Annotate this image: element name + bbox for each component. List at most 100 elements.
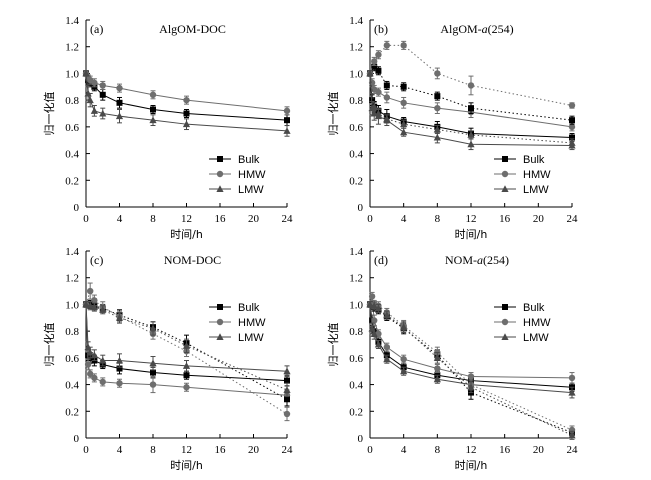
y-tick-label: 1.0 xyxy=(349,68,363,80)
data-point xyxy=(400,355,407,363)
y-tick-label: 1.2 xyxy=(349,42,363,54)
series-line xyxy=(85,289,288,415)
series-triangle-dotted xyxy=(82,300,291,398)
data-point xyxy=(99,378,106,386)
series-triangle-dotted xyxy=(366,69,576,148)
data-point xyxy=(99,305,107,313)
y-axis-title: 归一化值 xyxy=(326,323,340,367)
data-point xyxy=(99,91,106,98)
data-point xyxy=(183,96,190,104)
series-circle-dotted xyxy=(366,40,576,109)
legend-label: Bulk xyxy=(238,154,260,166)
chart-panel: 0 0.2 0.4 0.6 0.8 1.0 1.2 1.4 0 4 8 12 16 20 24 时间/h 归一化… xyxy=(326,246,578,472)
y-tick-label: 0.8 xyxy=(349,326,363,338)
x-tick-label: 0 xyxy=(83,444,89,456)
data-point xyxy=(86,301,94,309)
panel-label: (a) xyxy=(90,22,103,36)
data-point xyxy=(434,365,441,372)
y-tick-label: 0.8 xyxy=(349,95,363,107)
data-point xyxy=(400,42,407,49)
data-point xyxy=(433,354,441,361)
x-tick-label: 24 xyxy=(282,213,294,225)
data-point xyxy=(90,107,98,114)
series-triangle-dotted xyxy=(366,300,576,440)
data-point xyxy=(383,115,391,122)
data-point xyxy=(149,359,157,367)
x-tick-label: 4 xyxy=(117,444,123,456)
panel-title: AlgOM-a(254) xyxy=(440,22,513,36)
legend-label: HMW xyxy=(523,317,551,329)
chart-panel: 0 0.2 0.4 0.6 0.8 1.0 1.2 1.4 0 4 8 12 16 20 24 时间/h 归一化… xyxy=(42,15,293,241)
data-point xyxy=(374,304,383,312)
legend-label: Bulk xyxy=(238,302,260,314)
legend-label: Bulk xyxy=(523,154,545,166)
data-point xyxy=(383,94,391,101)
legend-label: HMW xyxy=(523,169,551,181)
data-point xyxy=(569,134,575,141)
y-tick-label: 0.8 xyxy=(65,95,79,107)
legend-label: HMW xyxy=(238,317,266,329)
data-point xyxy=(370,330,378,337)
data-point xyxy=(400,120,408,128)
data-point xyxy=(91,297,98,304)
data-point xyxy=(183,372,190,379)
data-point xyxy=(383,355,391,363)
data-point xyxy=(284,377,290,384)
data-point xyxy=(99,82,106,89)
y-tick-label: 0.6 xyxy=(349,353,363,365)
x-tick-label: 16 xyxy=(499,444,511,456)
data-point xyxy=(568,374,576,382)
data-point xyxy=(183,110,190,117)
data-point xyxy=(182,120,191,128)
data-point xyxy=(283,410,291,418)
data-point xyxy=(568,431,576,439)
legend-marker xyxy=(501,318,509,326)
data-point xyxy=(116,84,123,92)
legend-marker xyxy=(501,333,509,340)
data-point xyxy=(99,109,107,117)
y-tick-label: 0.4 xyxy=(349,149,363,161)
data-point xyxy=(467,82,475,89)
data-point xyxy=(366,300,374,308)
x-tick-label: 0 xyxy=(367,444,373,456)
x-axis-title: 时间/h xyxy=(455,228,488,241)
data-point xyxy=(84,361,92,368)
data-point xyxy=(99,356,107,364)
data-point xyxy=(283,127,291,134)
legend-label: HMW xyxy=(238,169,266,181)
panel-title-part: AlgOM-DOC xyxy=(159,22,226,36)
y-tick-label: 0.2 xyxy=(349,406,363,418)
data-point xyxy=(86,287,94,295)
x-tick-label: 20 xyxy=(248,444,260,456)
y-tick-label: 0 xyxy=(358,433,364,445)
legend-marker xyxy=(502,156,508,162)
panel-title: AlgOM-DOC xyxy=(159,22,226,36)
legend-label: LMW xyxy=(238,332,264,344)
y-tick-label: 1.0 xyxy=(65,68,79,80)
panel-title: NOM-a(254) xyxy=(445,253,509,267)
data-point xyxy=(400,99,407,107)
data-point xyxy=(375,51,382,58)
data-point xyxy=(90,303,98,311)
data-point xyxy=(568,123,576,131)
y-tick-label: 0.4 xyxy=(349,380,363,392)
data-point xyxy=(434,104,441,112)
x-tick-label: 12 xyxy=(466,444,477,456)
data-point xyxy=(375,88,382,96)
legend-marker xyxy=(216,318,224,326)
panel-title-part: (254) xyxy=(483,253,509,267)
data-point xyxy=(434,93,441,100)
data-point xyxy=(371,317,378,324)
data-point xyxy=(90,351,98,359)
data-point xyxy=(283,386,291,393)
y-tick-label: 0.2 xyxy=(65,175,79,187)
x-tick-label: 0 xyxy=(367,213,373,225)
x-tick-label: 8 xyxy=(435,213,441,225)
y-axis-title: 归一化值 xyxy=(326,92,340,136)
legend-marker xyxy=(216,170,224,178)
x-tick-label: 12 xyxy=(466,213,477,225)
legend: Bulk HMW LMW xyxy=(209,154,266,196)
data-point xyxy=(283,107,291,115)
data-point xyxy=(283,367,291,375)
data-point xyxy=(86,96,94,104)
